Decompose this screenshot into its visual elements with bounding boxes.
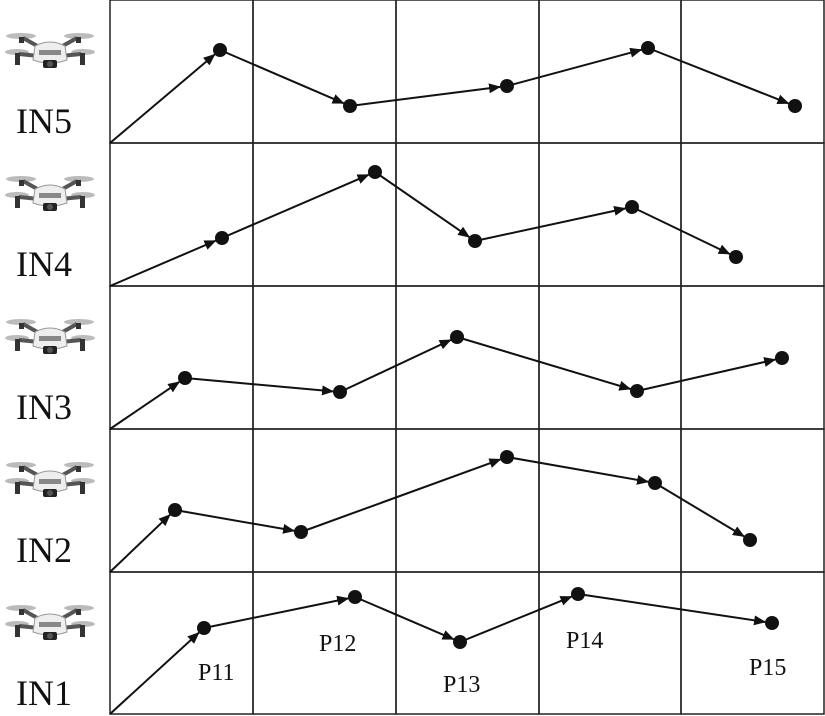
- waypoint: [215, 231, 229, 245]
- waypoint: [178, 371, 192, 385]
- row-label: IN4: [16, 244, 72, 284]
- drone-icon: [5, 603, 95, 642]
- cell: [252, 285, 397, 430]
- waypoint: [368, 165, 382, 179]
- waypoint: [775, 351, 789, 365]
- waypoint: [168, 503, 182, 517]
- row-label: IN3: [16, 387, 72, 427]
- waypoint: [348, 590, 362, 604]
- arrow: [109, 53, 216, 144]
- drone-icon: [5, 460, 95, 499]
- arrow: [474, 205, 627, 242]
- arrow: [184, 377, 335, 396]
- waypoint: [294, 525, 308, 539]
- cell: [680, 428, 825, 573]
- cell: [395, 0, 540, 144]
- cell: [680, 571, 825, 715]
- cell: [680, 142, 825, 287]
- waypoint: [648, 476, 662, 490]
- cell: [538, 142, 682, 287]
- waypoint: [453, 635, 467, 649]
- cell: [680, 285, 825, 430]
- waypoint: [641, 41, 655, 55]
- arrow: [300, 458, 502, 533]
- cell: [395, 428, 540, 573]
- waypoint: [450, 330, 464, 344]
- arrow: [339, 339, 452, 393]
- row-label: IN2: [16, 530, 72, 570]
- waypoint: [765, 616, 779, 630]
- drone-icon: [5, 317, 95, 356]
- cell: [109, 571, 254, 715]
- cell: [109, 142, 254, 287]
- waypoint: [743, 533, 757, 547]
- arrow: [109, 631, 200, 715]
- arrow: [654, 482, 745, 538]
- waypoint: [500, 79, 514, 93]
- waypoint: [500, 450, 514, 464]
- arrow: [374, 171, 471, 238]
- arrow: [109, 381, 181, 430]
- cell: [680, 0, 825, 144]
- arrow: [506, 47, 643, 87]
- point-label: P13: [443, 672, 480, 698]
- cell: [252, 0, 397, 144]
- waypoint: [729, 250, 743, 264]
- waypoint: [571, 587, 585, 601]
- arrow: [506, 456, 650, 485]
- cell: [538, 285, 682, 430]
- cell: [538, 571, 682, 715]
- arrow: [219, 49, 345, 105]
- arrow: [647, 47, 790, 105]
- cell: [395, 285, 540, 430]
- waypoint: [630, 384, 644, 398]
- cell: [109, 0, 254, 144]
- arrow: [354, 596, 455, 641]
- waypoint: [625, 200, 639, 214]
- arrow: [109, 514, 171, 573]
- waypoint: [213, 43, 227, 57]
- arrow: [631, 206, 731, 255]
- point-label: P11: [198, 660, 234, 686]
- arrow: [221, 173, 370, 239]
- arrow: [577, 593, 767, 626]
- content: IN5 IN4 IN3 IN2 IN1 P11 P12 P13 P14 P15: [5, 31, 802, 715]
- arrow: [636, 357, 777, 392]
- waypoint: [468, 234, 482, 248]
- row-label: IN1: [16, 673, 72, 713]
- waypoint: [333, 385, 347, 399]
- arrow: [174, 509, 296, 534]
- cell: [109, 285, 254, 430]
- waypoint: [197, 621, 211, 635]
- arrow: [203, 595, 350, 629]
- cell: [395, 142, 540, 287]
- row-label: IN5: [16, 101, 72, 141]
- point-label: P12: [319, 631, 356, 657]
- arrow: [109, 239, 217, 287]
- cell: [538, 428, 682, 573]
- waypoint: [343, 99, 357, 113]
- arrow: [456, 336, 632, 391]
- waypoint: [788, 99, 802, 113]
- arrow: [349, 83, 502, 107]
- arrow: [459, 595, 573, 643]
- drone-icon: [5, 31, 95, 70]
- point-label: P15: [749, 655, 786, 681]
- grid: [109, 0, 825, 715]
- point-label: P14: [566, 628, 603, 654]
- cell: [252, 428, 397, 573]
- drone-icon: [5, 174, 95, 213]
